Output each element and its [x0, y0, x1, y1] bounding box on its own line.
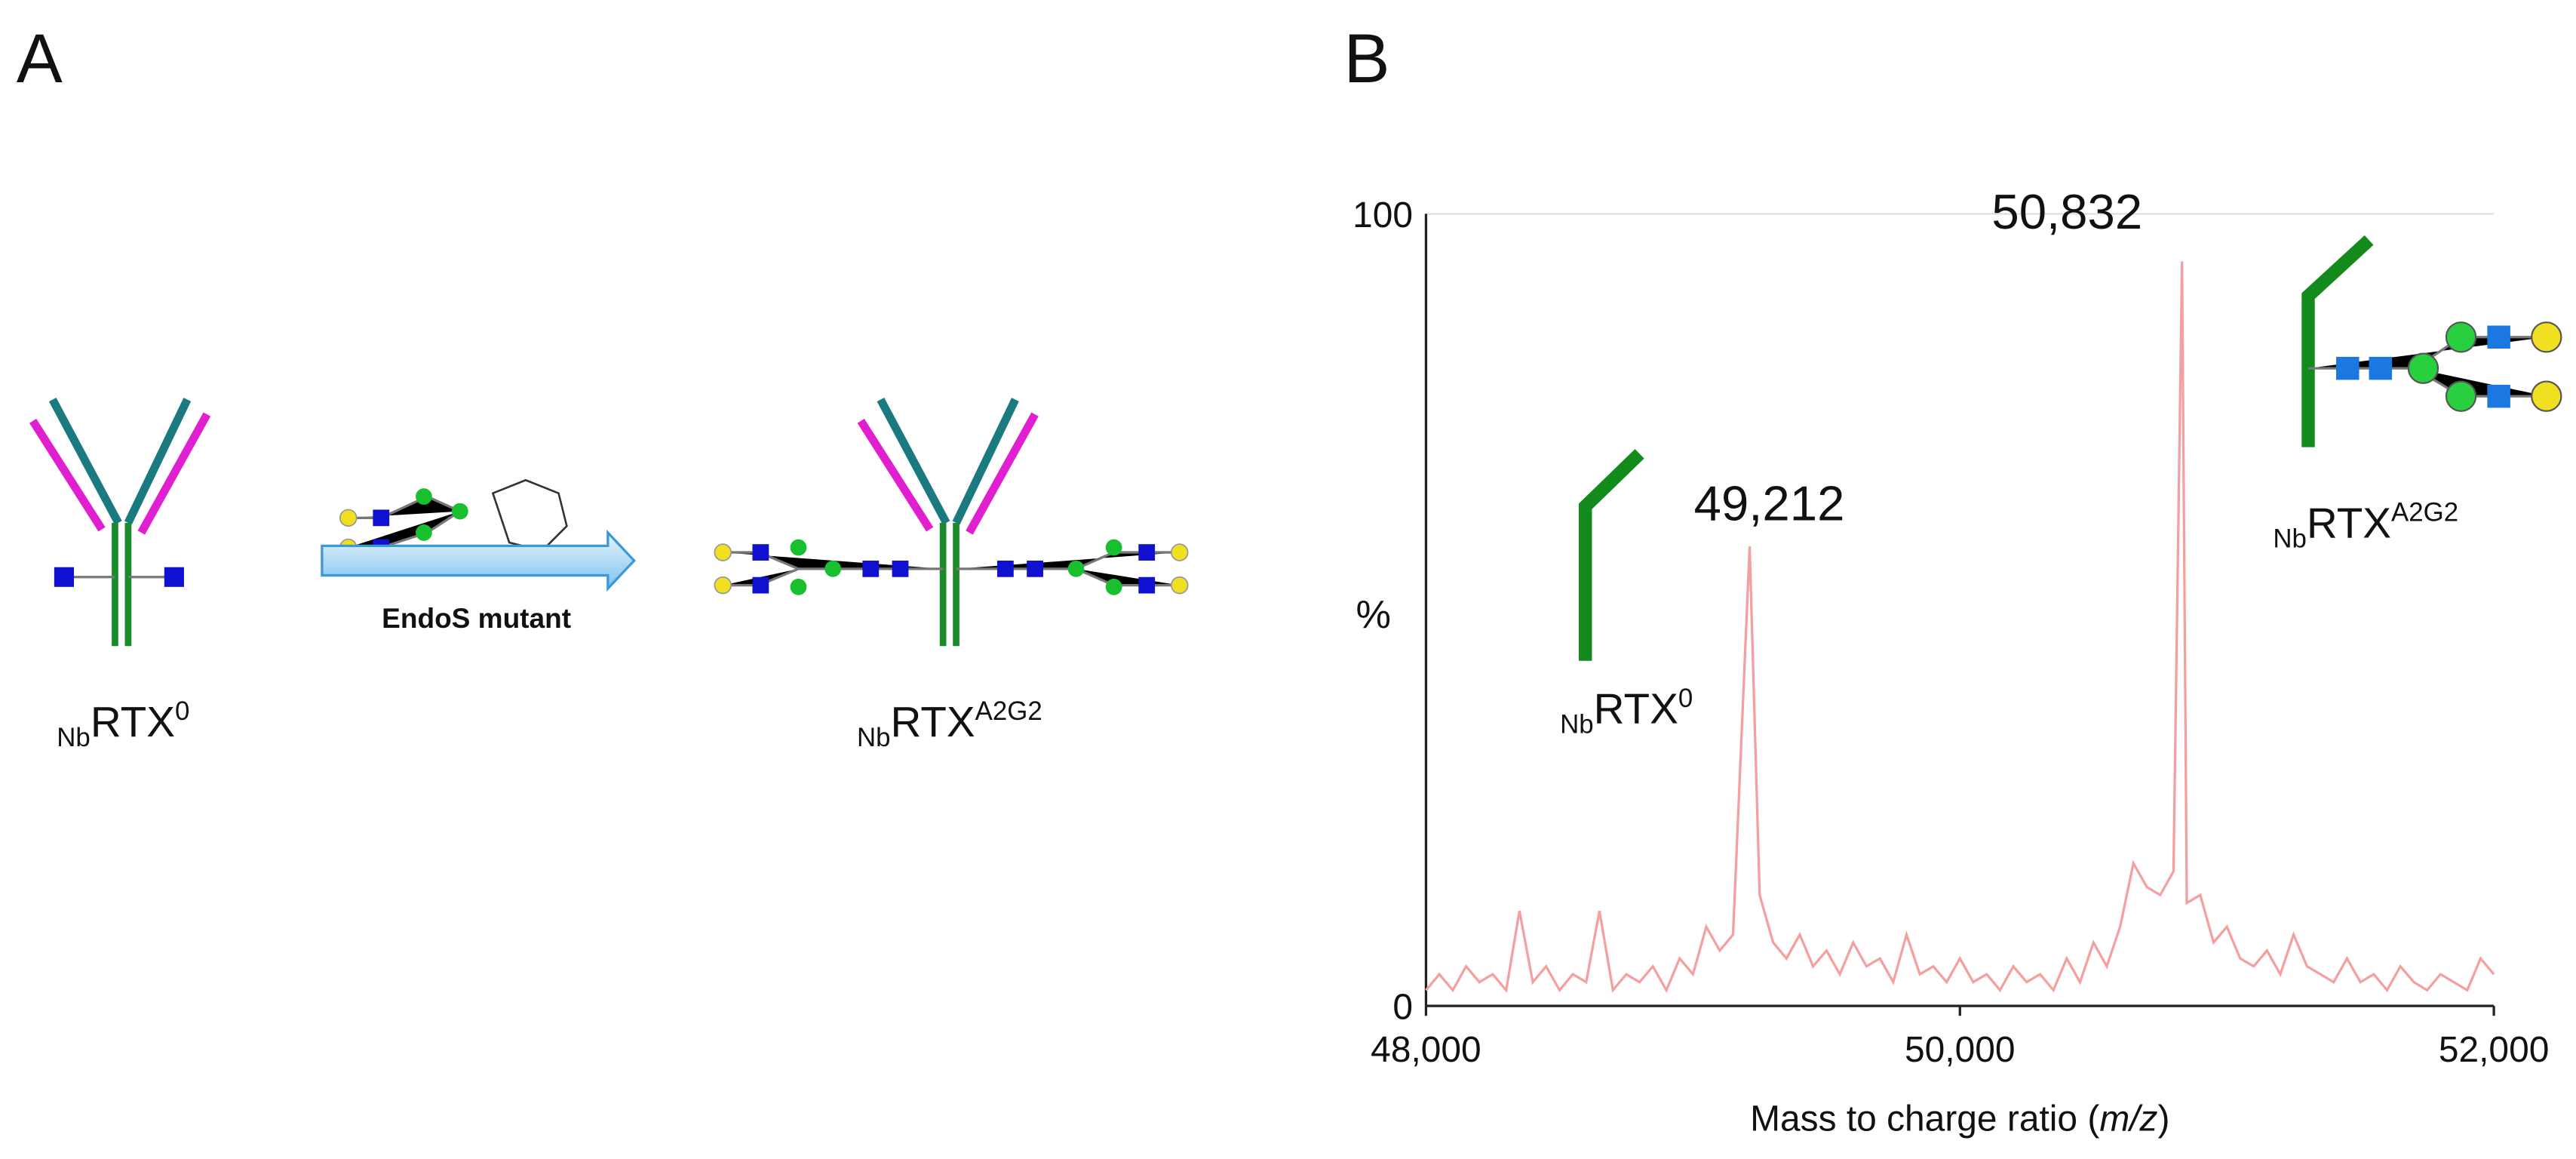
- y-axis-label: %: [1356, 593, 1391, 637]
- peak-label: 49,212: [1694, 475, 1845, 530]
- annotation: NbRTX0: [1560, 684, 1693, 739]
- glycoform-a2g2: [2301, 235, 2562, 447]
- panel-a: A EndoS mutant: [17, 20, 1189, 752]
- panel-letter: A: [17, 20, 63, 97]
- panel-letter: B: [1344, 20, 1390, 97]
- x-axis-label: Mass to charge ratio (m/z): [1750, 1099, 2169, 1139]
- antibody-right: [714, 397, 1189, 647]
- y-tick-label: 0: [1392, 988, 1413, 1028]
- spectrum: [1425, 261, 2495, 994]
- x-tick-label: 48,000: [1371, 1030, 1481, 1070]
- panel-b: B % Mass to charge ratio (m/z) NbRTX0 Nb…: [1344, 20, 2562, 1139]
- x-tick-label: 50,000: [1905, 1030, 2016, 1070]
- glycoform-a0: [1578, 449, 1644, 661]
- y-tick-label: 100: [1352, 195, 1413, 235]
- x-tick-label: 52,000: [2439, 1030, 2550, 1070]
- label-left: NbRTX0: [57, 696, 189, 752]
- peak-label: 50,832: [1991, 184, 2142, 239]
- arrow-label: EndoS mutant: [382, 602, 571, 634]
- antibody-left: [29, 397, 211, 647]
- label-right: NbRTXA2G2: [857, 696, 1042, 752]
- annotation: NbRTXA2G2: [2273, 498, 2458, 554]
- arrow: [321, 529, 636, 592]
